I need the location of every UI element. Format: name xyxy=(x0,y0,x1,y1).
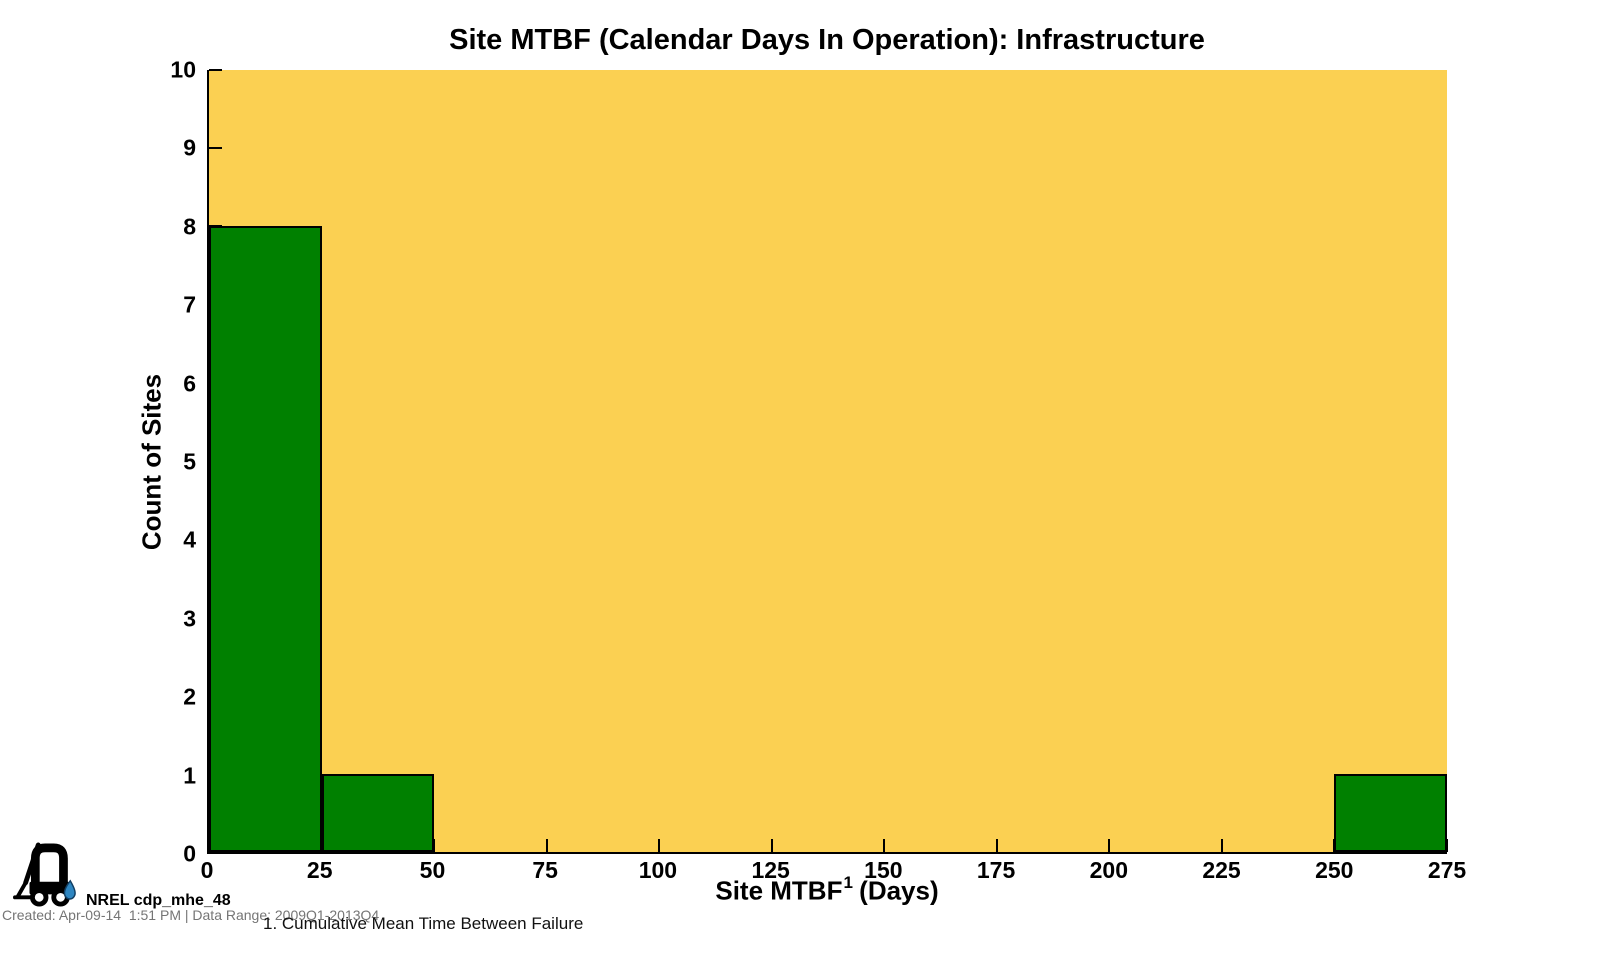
y-tick-labels: 0 1 2 3 4 5 6 7 8 9 10 xyxy=(0,58,196,865)
x-tick-mark xyxy=(1220,839,1223,852)
x-tick-label: 0 xyxy=(200,857,214,883)
x-tick-mark xyxy=(1446,839,1448,852)
hydrogen-droplet xyxy=(63,879,76,900)
x-tick-label: 200 xyxy=(1089,857,1128,883)
plot-area xyxy=(207,69,1448,854)
x-tick-mark xyxy=(1108,839,1111,852)
y-tick-label: 10 xyxy=(170,56,196,83)
y-tick-label: 9 xyxy=(183,134,196,161)
y-tick-label: 8 xyxy=(183,213,196,240)
x-tick-label: 275 xyxy=(1427,857,1467,883)
y-tick-label: 3 xyxy=(183,605,196,632)
x-tick-label: 100 xyxy=(638,857,678,883)
forklift-cab xyxy=(30,843,68,885)
dataset-id-label: NREL cdp_mhe_48 xyxy=(86,892,231,909)
y-tick-label: 7 xyxy=(183,291,196,318)
x-tick-label: 225 xyxy=(1202,857,1241,883)
x-tick-label: 175 xyxy=(976,857,1016,883)
y-tick-mark xyxy=(209,147,222,150)
y-tick-mark xyxy=(209,69,222,71)
y-tick-mark xyxy=(209,851,222,853)
x-tick-label: 150 xyxy=(864,857,903,883)
x-tick-mark xyxy=(545,839,548,852)
x-axis-label-superscript: 1 xyxy=(843,873,853,892)
x-tick-labels: 0 25 50 75 100 125 150 175 200 225 250 275 xyxy=(201,857,1467,885)
histogram-bar xyxy=(321,773,435,852)
x-axis-label-text: Site MTBF xyxy=(715,875,843,906)
y-tick-label: 0 xyxy=(183,840,196,867)
created-timestamp-line: Created: Apr-09-14 1:51 PM | Data Range:… xyxy=(2,907,380,923)
x-tick-label: 125 xyxy=(751,857,790,883)
x-tick-label: 50 xyxy=(419,857,446,883)
forklift-with-droplet-icon xyxy=(13,842,76,907)
x-axis-label: Site MTBF1 (Days) xyxy=(207,873,1447,906)
x-tick-label: 25 xyxy=(306,857,333,883)
y-tick-label: 6 xyxy=(183,370,196,397)
footnote: 1. Cumulative Mean Time Between Failure xyxy=(263,914,584,933)
histogram-bar xyxy=(209,226,322,852)
y-tick-label: 5 xyxy=(183,448,196,475)
x-tick-mark xyxy=(883,839,886,852)
x-tick-mark xyxy=(770,839,773,852)
histogram-bar xyxy=(1334,773,1447,852)
x-tick-mark xyxy=(995,839,998,852)
y-tick-label: 1 xyxy=(183,762,196,789)
x-tick-label: 250 xyxy=(1315,857,1354,883)
x-axis-label-suffix: (Days) xyxy=(851,875,939,906)
x-tick-mark xyxy=(658,839,661,852)
chart-title: Site MTBF (Calendar Days In Operation): … xyxy=(449,24,1205,56)
y-tick-label: 2 xyxy=(183,683,196,710)
x-tick-label: 75 xyxy=(532,857,558,883)
x-tick-mark xyxy=(433,839,436,852)
forklift-rear-wheel xyxy=(29,888,49,907)
y-tick-label: 4 xyxy=(183,526,196,553)
